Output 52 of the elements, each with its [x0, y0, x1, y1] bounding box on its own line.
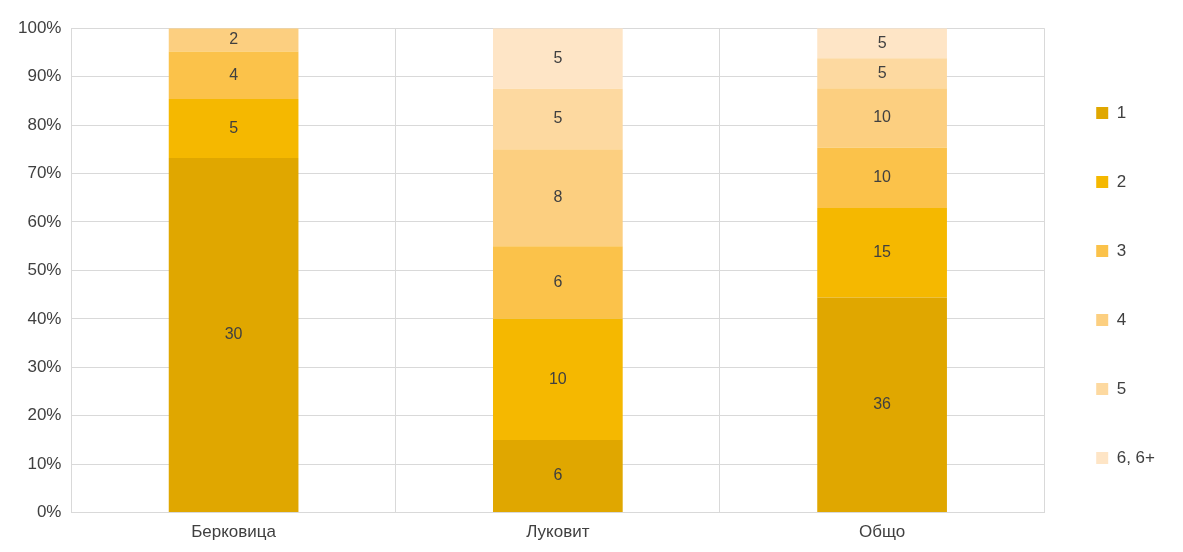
legend-label: 5: [1116, 378, 1127, 398]
annotation: 5: [553, 109, 563, 127]
y-tick-label: 60%: [27, 211, 62, 231]
annotation: 2: [229, 30, 239, 48]
legend-label: 4: [1116, 309, 1127, 329]
bar: [817, 58, 947, 89]
y-tick-label: 90%: [27, 66, 62, 86]
legend-label: 1: [1116, 102, 1127, 122]
annotation: 36: [873, 395, 892, 413]
x-tick-label: Берковица: [191, 522, 277, 542]
bar: [817, 207, 947, 298]
annotation: 5: [877, 63, 887, 81]
y-tick-label: 10%: [27, 453, 62, 473]
x-tick-label: Луковит: [526, 522, 590, 542]
annotation: 8: [553, 188, 563, 206]
bar: [817, 88, 947, 148]
bar: [493, 318, 623, 440]
bar: [168, 51, 299, 99]
annotation: 10: [873, 168, 892, 186]
bar: [817, 147, 947, 208]
y-tick-label: 80%: [27, 114, 62, 134]
legend-label: 3: [1116, 240, 1127, 260]
bar: [493, 88, 623, 150]
annotation: 6: [553, 466, 563, 484]
annotation: 5: [877, 33, 887, 51]
annotation: 6: [553, 272, 563, 290]
y-tick-label: 100%: [18, 17, 62, 37]
annotation: 30: [224, 325, 243, 343]
bar: [817, 28, 947, 59]
bar: [493, 439, 623, 513]
annotation: 5: [229, 118, 239, 136]
annotation: 5: [553, 48, 563, 66]
annotation: 4: [229, 65, 239, 83]
annotation: 15: [873, 243, 892, 261]
annotation: 10: [548, 369, 567, 387]
bar: [493, 246, 623, 319]
bar: [493, 149, 623, 247]
y-tick-label: 30%: [27, 356, 62, 376]
y-tick-label: 20%: [27, 405, 62, 425]
x-tick-label: Общо: [858, 522, 906, 542]
y-tick-label: 70%: [27, 163, 62, 183]
bar: [817, 297, 947, 513]
bar: [168, 158, 299, 513]
bar: [493, 28, 623, 89]
bar: [168, 28, 299, 52]
legend-label: 2: [1116, 171, 1127, 191]
annotation: 10: [873, 108, 892, 126]
y-tick-label: 50%: [27, 260, 62, 280]
legend-label: 6, 6+: [1116, 447, 1156, 467]
y-tick-label: 40%: [27, 308, 62, 328]
bar: [168, 98, 299, 159]
y-tick-label: 0%: [36, 502, 62, 522]
